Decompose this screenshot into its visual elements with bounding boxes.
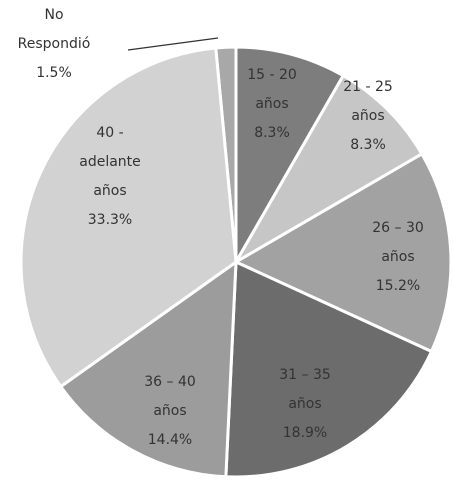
slice-label: años (288, 396, 321, 412)
slice-label: 15 - 20 (247, 67, 297, 83)
pie-slice (224, 259, 434, 479)
value-label: 18.9% (283, 425, 327, 441)
slice-label: No (44, 7, 63, 23)
value-label: 15.2% (376, 278, 420, 294)
slice-label: Respondió (18, 36, 91, 52)
slice-label: años (381, 249, 414, 265)
value-label: 14.4% (148, 432, 192, 448)
leader-line (127, 37, 219, 51)
value-label: 8.3% (350, 137, 386, 153)
slice-label: 26 – 30 (372, 220, 424, 236)
pie-slice (232, 151, 453, 354)
slice-label: 31 – 35 (279, 367, 331, 383)
slice-label: años (93, 183, 126, 199)
slice-label: 40 - (96, 125, 123, 141)
value-label: 1.5% (36, 65, 72, 81)
pie-slice (19, 46, 238, 389)
slice-label: adelante (79, 154, 141, 170)
slice-label: 21 - 25 (343, 79, 393, 95)
slice-label: años (153, 403, 186, 419)
slice-label: años (255, 96, 288, 112)
pie-slice (234, 45, 346, 268)
pie-slice (231, 73, 424, 267)
value-label: 8.3% (254, 125, 290, 141)
slice-label: años (351, 108, 384, 124)
pie-slice (58, 258, 238, 479)
slice-label: 36 – 40 (144, 374, 196, 390)
value-label: 33.3% (88, 212, 132, 228)
